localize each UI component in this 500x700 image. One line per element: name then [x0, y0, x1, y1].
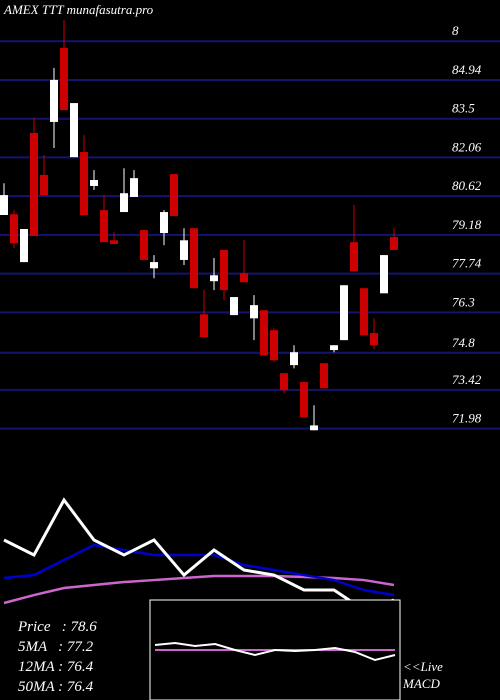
- candle-body: [150, 262, 158, 269]
- y-tick-label: 8: [452, 23, 459, 38]
- info-line: 12MA : 76.4: [18, 659, 94, 675]
- candle-body: [40, 174, 48, 196]
- candle-body: [240, 273, 248, 283]
- candle-body: [80, 152, 88, 216]
- y-tick-label: 77.74: [452, 256, 482, 271]
- candle-body: [290, 352, 298, 366]
- candle-body: [340, 285, 348, 341]
- candle-body: [210, 275, 218, 282]
- candle-body: [370, 333, 378, 346]
- y-tick-label: 79.18: [452, 217, 482, 232]
- y-tick-label: 71.98: [452, 411, 482, 426]
- candle-body: [140, 230, 148, 260]
- candle-body: [310, 425, 318, 431]
- candle-body: [90, 180, 98, 186]
- candle-body: [60, 47, 68, 111]
- candle-body: [10, 214, 18, 244]
- candle-body: [230, 297, 238, 316]
- candle-body: [180, 240, 188, 260]
- candle-body: [320, 363, 328, 389]
- candle-body: [30, 132, 38, 236]
- candle-body: [220, 249, 228, 291]
- candle-body: [380, 255, 388, 294]
- y-tick-label: 74.8: [452, 335, 475, 350]
- macd-line: [154, 641, 396, 662]
- candle-body: [170, 174, 178, 217]
- candle-body: [50, 79, 58, 122]
- candle-body: [390, 237, 398, 250]
- candle-body: [250, 305, 258, 319]
- candle-body: [0, 195, 8, 216]
- y-tick-label: 82.06: [452, 139, 482, 154]
- candle-body: [110, 240, 118, 245]
- candle-body: [330, 345, 338, 351]
- candle-body: [100, 210, 108, 243]
- y-tick-label: 73.42: [452, 372, 482, 387]
- y-tick-label: 84.94: [452, 62, 482, 77]
- candle-body: [300, 382, 308, 418]
- ma-line: [3, 574, 395, 605]
- candle-body: [160, 212, 168, 234]
- y-tick-label: 83.5: [452, 101, 475, 116]
- candle-body: [360, 288, 368, 336]
- candle-body: [200, 314, 208, 338]
- y-tick-label: 76.3: [452, 294, 475, 309]
- candle-body: [130, 178, 138, 197]
- info-line: 50MA : 76.4: [18, 679, 94, 695]
- ma-line: [3, 543, 395, 597]
- info-line: 5MA : 77.2: [18, 639, 94, 655]
- candle-body: [190, 228, 198, 289]
- candle-body: [350, 242, 358, 272]
- candle-body: [270, 330, 278, 361]
- macd-label: <<Live: [403, 659, 443, 674]
- ma-line: [3, 497, 395, 612]
- candle-body: [120, 193, 128, 213]
- candle-body: [20, 229, 28, 263]
- chart-title: AMEX TTT munafasutra.pro: [3, 2, 154, 17]
- info-line: Price : 78.6: [17, 619, 97, 635]
- y-tick-label: 80.62: [452, 178, 482, 193]
- macd-label: MACD: [402, 676, 440, 691]
- candle-body: [280, 373, 288, 391]
- candle-body: [70, 103, 78, 158]
- candle-body: [260, 310, 268, 356]
